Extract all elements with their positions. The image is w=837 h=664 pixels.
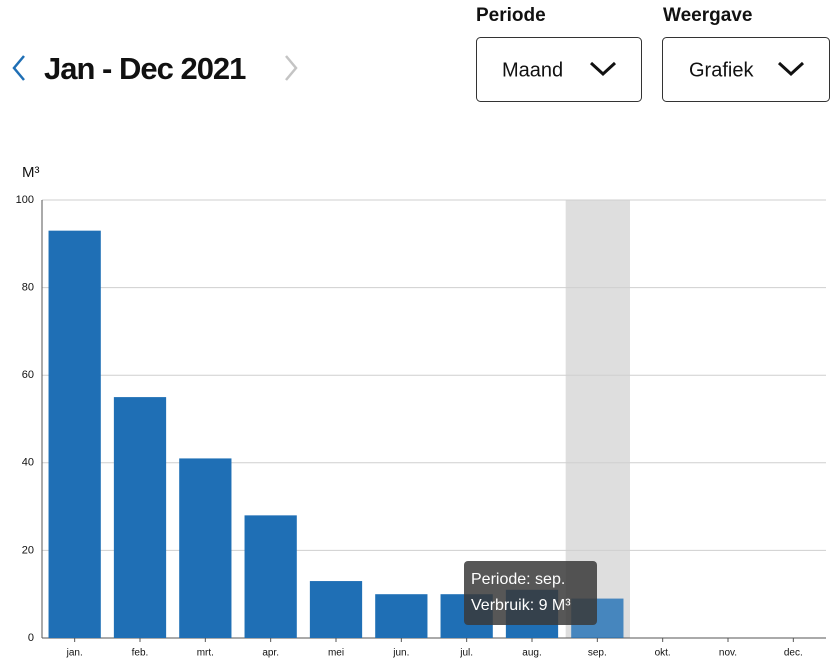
y-tick-label: 100 [16, 194, 34, 206]
x-tick-label: apr. [262, 648, 279, 659]
x-tick-label: jul. [459, 648, 473, 659]
dropdown-value: Maand [502, 59, 563, 81]
tooltip [464, 561, 597, 625]
x-tick-label: aug. [522, 648, 541, 659]
x-tick-label: jun. [392, 648, 409, 659]
dropdown[interactable] [476, 37, 642, 102]
dropdown-value: Grafiek [689, 59, 754, 81]
bar [244, 515, 297, 638]
y-tick-label: 80 [22, 282, 34, 294]
dropdown[interactable] [662, 37, 830, 102]
bar [113, 397, 167, 638]
y-tick-label: 40 [22, 457, 34, 469]
tooltip-line: Periode: sep. [471, 571, 565, 588]
x-tick-label: mrt. [197, 648, 214, 659]
chevron [777, 61, 805, 77]
x-tick-label: nov. [719, 648, 737, 659]
bar [179, 458, 232, 638]
bar [375, 594, 428, 638]
y-tick-label: 20 [22, 544, 34, 556]
x-tick-label: mei [328, 648, 344, 659]
y-tick-label: 60 [22, 369, 34, 381]
control-label: Weergave [663, 5, 752, 26]
x-tick-label: okt. [655, 648, 671, 659]
x-tick-label: dec. [784, 648, 803, 659]
chevron [589, 61, 617, 77]
x-tick-label: sep. [588, 648, 607, 659]
plot: 0 20 40 60 80 100 jan. feb. mrt. apr. mei jun. jul. a… [16, 194, 826, 659]
period-title: Jan - Dec 2021 [44, 51, 246, 86]
bar [309, 581, 363, 638]
x-tick-label: jan. [66, 648, 83, 659]
y-axis-label: M³ [22, 164, 40, 181]
control-label: Periode [476, 5, 546, 26]
tooltip-line: Verbruik: 9 M³ [471, 597, 571, 614]
y-tick-label: 0 [28, 632, 34, 644]
x-tick-label: feb. [132, 648, 149, 659]
bar [48, 230, 101, 638]
prev-arrow[interactable] [12, 55, 25, 81]
next-arrow[interactable] [285, 55, 298, 81]
